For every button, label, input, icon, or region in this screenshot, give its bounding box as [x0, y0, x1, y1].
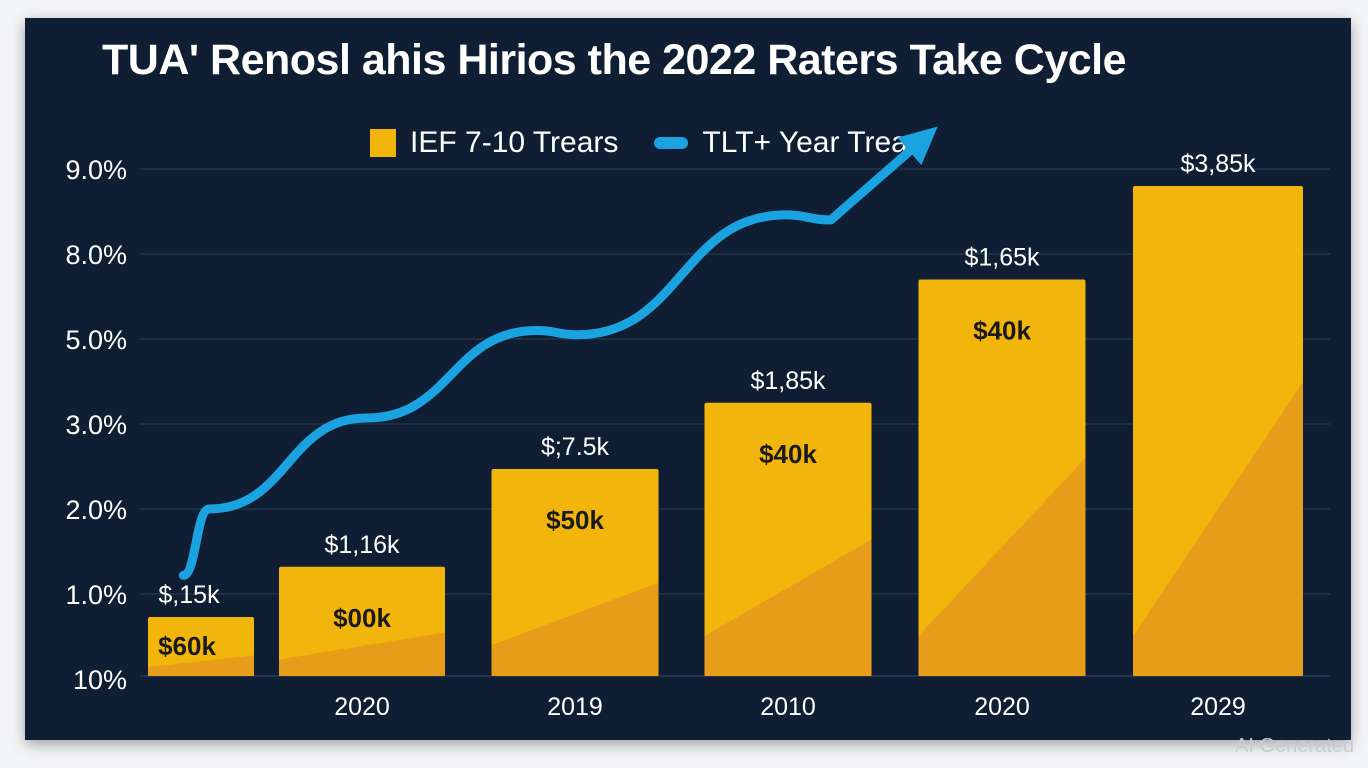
bar-shade [704, 539, 872, 676]
x-tick-label: 2019 [547, 693, 603, 721]
x-tick-label: 2029 [1190, 693, 1246, 721]
bar-inner-label: $40k [759, 439, 817, 469]
y-tick-label: 8.0% [65, 240, 127, 270]
legend-label-ief: IEF 7-10 Trears [410, 126, 619, 159]
bar-top-label: $1,85k [750, 367, 826, 395]
bar-inner-label: $60k [158, 631, 216, 661]
bar-top-label: $3,85k [1180, 150, 1256, 178]
bar-shade [279, 632, 445, 676]
bar-top-label: $1,16k [324, 531, 400, 559]
bar-inner-label: $00k [333, 603, 391, 633]
bar-inner-label: $50k [546, 505, 604, 535]
bar-top-label: $;7.5k [541, 433, 610, 461]
arrowhead-icon [897, 126, 938, 166]
bar-top-label: $,15k [158, 581, 220, 609]
bar-shade [148, 655, 254, 676]
x-tick-label: 2010 [760, 693, 816, 721]
chart-title: TUA' Renosl ahis Hirios the 2022 Raters … [102, 36, 1127, 84]
bar-shade [491, 582, 659, 676]
bar-inner-label: $40k [973, 316, 1031, 346]
y-tick-label: 10% [73, 665, 127, 695]
bar-shade [1133, 382, 1303, 676]
legend-swatch-line [654, 137, 689, 149]
series-line [178, 141, 920, 580]
x-tick-label: 2020 [334, 693, 390, 721]
legend: IEF 7-10 Trears TLT+ Year Treas [370, 126, 923, 160]
x-tick-label: 2020 [974, 693, 1030, 721]
bar-shade [918, 457, 1086, 676]
legend-label-tlt: TLT+ Year Treas [702, 126, 923, 159]
y-tick-label: 5.0% [65, 325, 127, 355]
y-tick-label: 1.0% [65, 580, 127, 610]
watermark: AI Generated [1235, 735, 1354, 757]
bar-top-label: $1,65k [964, 244, 1040, 272]
y-tick-label: 3.0% [65, 410, 127, 440]
legend-swatch-bar [370, 129, 396, 157]
y-tick-label: 2.0% [65, 495, 127, 525]
y-tick-label: 9.0% [65, 155, 127, 185]
